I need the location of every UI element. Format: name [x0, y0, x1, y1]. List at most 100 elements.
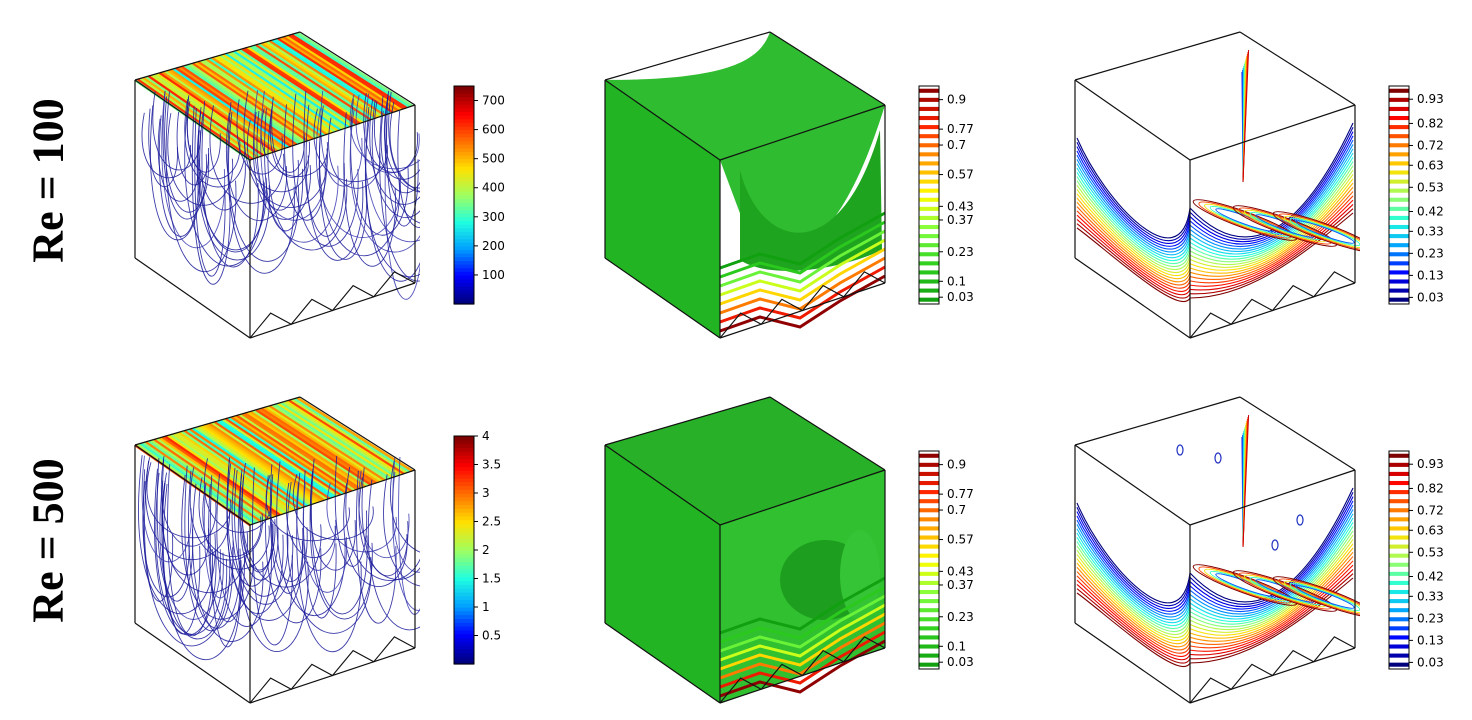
colorbar-segment: [454, 580, 474, 585]
colorbar-segment: [454, 285, 474, 291]
colorbar-segment: [1389, 535, 1409, 540]
colorbar-segment: [454, 451, 474, 456]
corrugated-bottom: [1189, 271, 1356, 339]
colorbar-tick-label: 0.77: [947, 487, 974, 501]
colorbar-segment: [919, 170, 939, 175]
colorbar-segment: [454, 588, 474, 593]
colorbar-segment: [919, 143, 939, 148]
colorbar-segment: [919, 134, 939, 139]
colorbar-segment: [1389, 653, 1409, 658]
colorbar-segment: [454, 595, 474, 600]
colorbar-segment: [454, 136, 474, 142]
colorbar-segment: [454, 561, 474, 566]
colorbar-segment: [1389, 617, 1409, 622]
cube-frame: [1074, 31, 1356, 339]
colorbar-segment: [919, 453, 939, 458]
colorbar-segment: [454, 557, 474, 562]
colorbar-segment: [454, 264, 474, 269]
colorbar-segment: [919, 571, 939, 576]
colorbar-tick-label: 4: [482, 430, 490, 443]
colorbar-tick-label: 0.93: [1417, 457, 1444, 471]
colorbar-segment: [919, 553, 939, 558]
colorbar-tick-label: 0.33: [1417, 224, 1444, 238]
colorbar-segment: [454, 656, 474, 661]
colorbar-segment: [454, 641, 474, 646]
colorbar-segment: [454, 531, 474, 536]
colorbar-segment: [454, 107, 474, 113]
colorbar-segment: [454, 485, 474, 490]
colorbar-segment: [454, 481, 474, 486]
colorbar-segment: [1389, 243, 1409, 248]
colorbar-tick-label: 0.9: [947, 458, 966, 472]
colorbar-segment: [454, 534, 474, 540]
colorbar-segment: [1389, 453, 1409, 458]
colorbar-segment: [1389, 589, 1409, 595]
colorbar-segment: [454, 439, 474, 445]
colorbar-tick-label: 500: [482, 152, 505, 166]
colorbar-segment: [454, 470, 474, 475]
colorbar-segment: [454, 260, 474, 265]
colorbar-segment: [454, 86, 474, 91]
colorbar-tick-label: 0.13: [1417, 268, 1444, 282]
colorbar-segment: [919, 490, 939, 495]
colorbar-tick-label: 0.72: [1417, 503, 1444, 517]
colorbar-segment: [454, 455, 474, 460]
colorbar-segment: [919, 179, 939, 184]
colorbar-tick-label: 0.23: [1417, 611, 1444, 625]
colorbar-segment: [454, 523, 474, 528]
colorbar-segment: [919, 544, 939, 549]
streamline-cube: [134, 396, 472, 704]
colorbar-segment: [454, 147, 474, 152]
colorbar-segment: [454, 542, 474, 547]
colorbar-tick-label: 700: [482, 94, 505, 108]
colorbar-tick-label: 0.53: [1417, 180, 1444, 194]
colorbar-segment: [454, 213, 474, 218]
colorbar-tick-label: 100: [482, 268, 505, 282]
colorbar-segment: [454, 538, 474, 543]
colorbar-segment: [919, 462, 939, 467]
colorbar-segment: [919, 288, 939, 293]
colorbar-segment: [454, 256, 474, 261]
colorbar-segment: [454, 584, 474, 589]
colorbar-segment: [919, 626, 939, 631]
colorbar-segment: [454, 238, 474, 243]
colorbar-tick-label: 0.57: [947, 168, 974, 182]
colorbar-segment: [454, 125, 474, 131]
colorbar-segment: [454, 637, 474, 642]
colorbar-segment: [454, 550, 474, 555]
colorbar-segment: [919, 644, 939, 649]
colorbar-segment: [454, 300, 474, 305]
colorbar-segment: [919, 517, 939, 522]
corrugated-bottom: [1189, 636, 1356, 704]
colorbar-tick-label: 400: [482, 181, 505, 195]
colorbar-segment: [454, 104, 474, 109]
colorbar-tick-label: 0.37: [947, 578, 974, 592]
colorbar-segment: [1389, 544, 1409, 549]
colorbar-tick-label: 0.57: [947, 533, 974, 547]
colorbar-segment: [454, 515, 474, 521]
colorbar-segment: [454, 267, 474, 272]
colorbar-segment: [1389, 179, 1409, 184]
colorbar-segment: [1389, 234, 1409, 239]
colorbar-segment: [919, 508, 939, 513]
colorbar-segment: [919, 161, 939, 166]
streamlines: [138, 455, 472, 660]
colorbar-segment: [454, 242, 474, 247]
colorbar-segment: [454, 187, 474, 192]
colorbar-segment: [1389, 490, 1409, 495]
streamline-panel-re100: [120, 20, 470, 345]
colorbar-segment: [1389, 106, 1409, 111]
colorbar-tick-label: 0.03: [1417, 655, 1444, 669]
colorbar-segment: [1389, 462, 1409, 467]
colorbar-segment: [1389, 279, 1409, 284]
colorbar-segment: [919, 297, 939, 302]
colorbar-segment: [1389, 499, 1409, 504]
left-face: [605, 445, 720, 703]
colorbar-streamline-re500: ×10³4 3.5 3 2.5 2 1.5 1 0.5: [450, 420, 530, 675]
colorbar-tick-label: 0.42: [1417, 570, 1444, 584]
colorbar-segment: [919, 589, 939, 595]
colorbar-segment: [1389, 571, 1409, 576]
colorbar: 0.9 0.77 0.7 0.57 0.430.37 0.23 0.1 0.03: [918, 450, 974, 670]
colorbar-segment: [454, 198, 474, 203]
colorbar-tick-label: 0.7: [947, 138, 966, 152]
